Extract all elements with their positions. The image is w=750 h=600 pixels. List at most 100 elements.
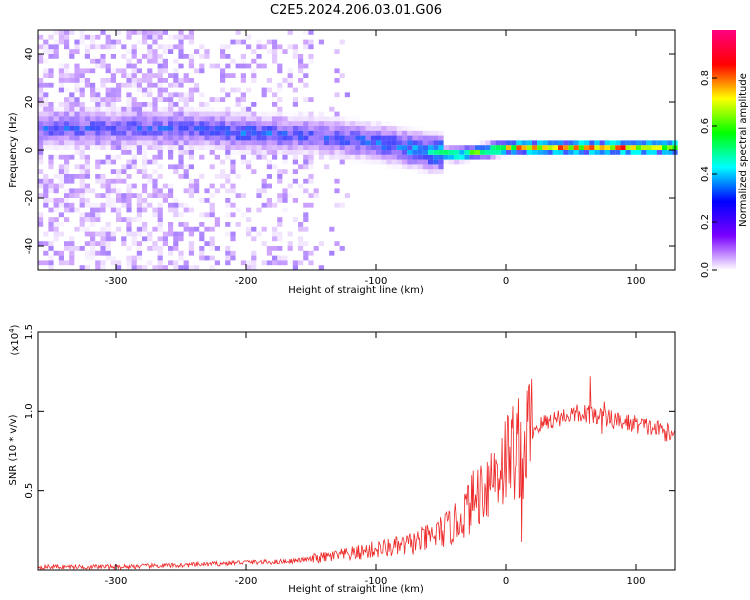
heatmap-cell [79, 212, 85, 218]
heatmap-cell [396, 145, 402, 150]
heatmap-cell [173, 58, 179, 64]
heatmap-cell [204, 111, 210, 117]
heatmap-cell [188, 87, 194, 93]
heatmap-cell [407, 150, 413, 155]
y-tick-label: -40 [24, 238, 35, 254]
heatmap-cell [324, 116, 330, 122]
heatmap-cell [168, 226, 174, 232]
heatmap-cell [230, 73, 236, 78]
heatmap-cell [298, 222, 304, 227]
heatmap-cell [152, 97, 158, 102]
heatmap-cell [350, 126, 356, 131]
heatmap-cell [646, 140, 652, 146]
heatmap-cell [573, 150, 579, 155]
heatmap-cell [246, 217, 252, 222]
heatmap-cell [272, 226, 278, 232]
heatmap-cell [448, 154, 454, 160]
heatmap-cell [251, 111, 257, 117]
heatmap-cell [199, 255, 205, 261]
heatmap-cell [381, 121, 387, 126]
heatmap-cell [199, 135, 205, 141]
heatmap-cell [662, 145, 668, 150]
heatmap-cell [324, 130, 330, 136]
heatmap-cell [542, 145, 548, 150]
heatmap-cell [162, 87, 168, 93]
heatmap-cell [584, 150, 590, 155]
heatmap-cell [287, 68, 293, 74]
heatmap-cell [266, 78, 272, 83]
heatmap-cell [651, 150, 657, 155]
heatmap-cell [74, 87, 80, 93]
heatmap-cell [417, 154, 423, 160]
heatmap-cell [53, 207, 59, 213]
heatmap-cell [318, 140, 324, 146]
heatmap-cell [162, 92, 168, 98]
heatmap-cell [183, 111, 189, 117]
heatmap-cell [251, 154, 257, 160]
heatmap-cell [256, 121, 262, 126]
heatmap-cell [469, 145, 475, 150]
heatmap-cell [142, 111, 148, 117]
heatmap-cell [152, 169, 158, 174]
heatmap-cell [162, 97, 168, 102]
y-tick-label: 0 [24, 147, 35, 153]
heatmap-cell [38, 183, 44, 189]
heatmap-cell [339, 116, 345, 122]
heatmap-cell [277, 246, 283, 251]
heatmap-cell [64, 106, 70, 112]
heatmap-cell [563, 140, 569, 146]
heatmap-cell [157, 255, 163, 261]
heatmap-cell [43, 68, 49, 74]
heatmap-cell [95, 92, 101, 98]
heatmap-cell [162, 30, 168, 35]
heatmap-cell [448, 159, 454, 165]
heatmap-cell [168, 102, 174, 107]
heatmap-cell [604, 150, 610, 155]
heatmap-cell [412, 126, 418, 131]
heatmap-cell [105, 222, 111, 227]
heatmap-cell [157, 73, 163, 78]
heatmap-cell [116, 169, 122, 174]
heatmap-cell [188, 130, 194, 136]
heatmap-cell [620, 150, 626, 155]
heatmap-cell [214, 140, 220, 146]
heatmap-cell [552, 150, 558, 155]
heatmap-cell [240, 63, 246, 69]
heatmap-cell [157, 250, 163, 256]
heatmap-cell [209, 265, 215, 270]
heatmap-cell [136, 78, 142, 83]
heatmap-cell [157, 97, 163, 102]
heatmap-cell [173, 92, 179, 98]
heatmap-cell [209, 226, 215, 232]
heatmap-cell [126, 202, 132, 208]
heatmap-cell [303, 44, 309, 50]
heatmap-cell [168, 202, 174, 208]
heatmap-cell [194, 178, 200, 184]
heatmap-cell [74, 78, 80, 83]
heatmap-cell [121, 126, 127, 131]
heatmap-cell [152, 188, 158, 194]
heatmap-cell [126, 73, 132, 78]
heatmap-cell [376, 145, 382, 150]
heatmap-cell [43, 92, 49, 98]
heatmap-cell [152, 102, 158, 107]
heatmap-cell [599, 150, 605, 155]
heatmap-cell [266, 198, 272, 203]
heatmap-cell [183, 92, 189, 98]
heatmap-cell [235, 145, 241, 150]
heatmap-cell [303, 159, 309, 165]
heatmap-cell [100, 193, 106, 198]
heatmap-cell [266, 135, 272, 141]
heatmap-cell [178, 49, 184, 54]
heatmap-cell [147, 44, 153, 50]
heatmap-cell [303, 154, 309, 160]
heatmap-cell [64, 39, 70, 45]
heatmap-cell [90, 255, 96, 261]
heatmap-cell [220, 121, 226, 126]
heatmap-cell [136, 250, 142, 256]
heatmap-cell [225, 250, 231, 256]
heatmap-cell [152, 145, 158, 150]
heatmap-cell [303, 126, 309, 131]
heatmap-cell [261, 188, 267, 194]
heatmap-cell [266, 183, 272, 189]
